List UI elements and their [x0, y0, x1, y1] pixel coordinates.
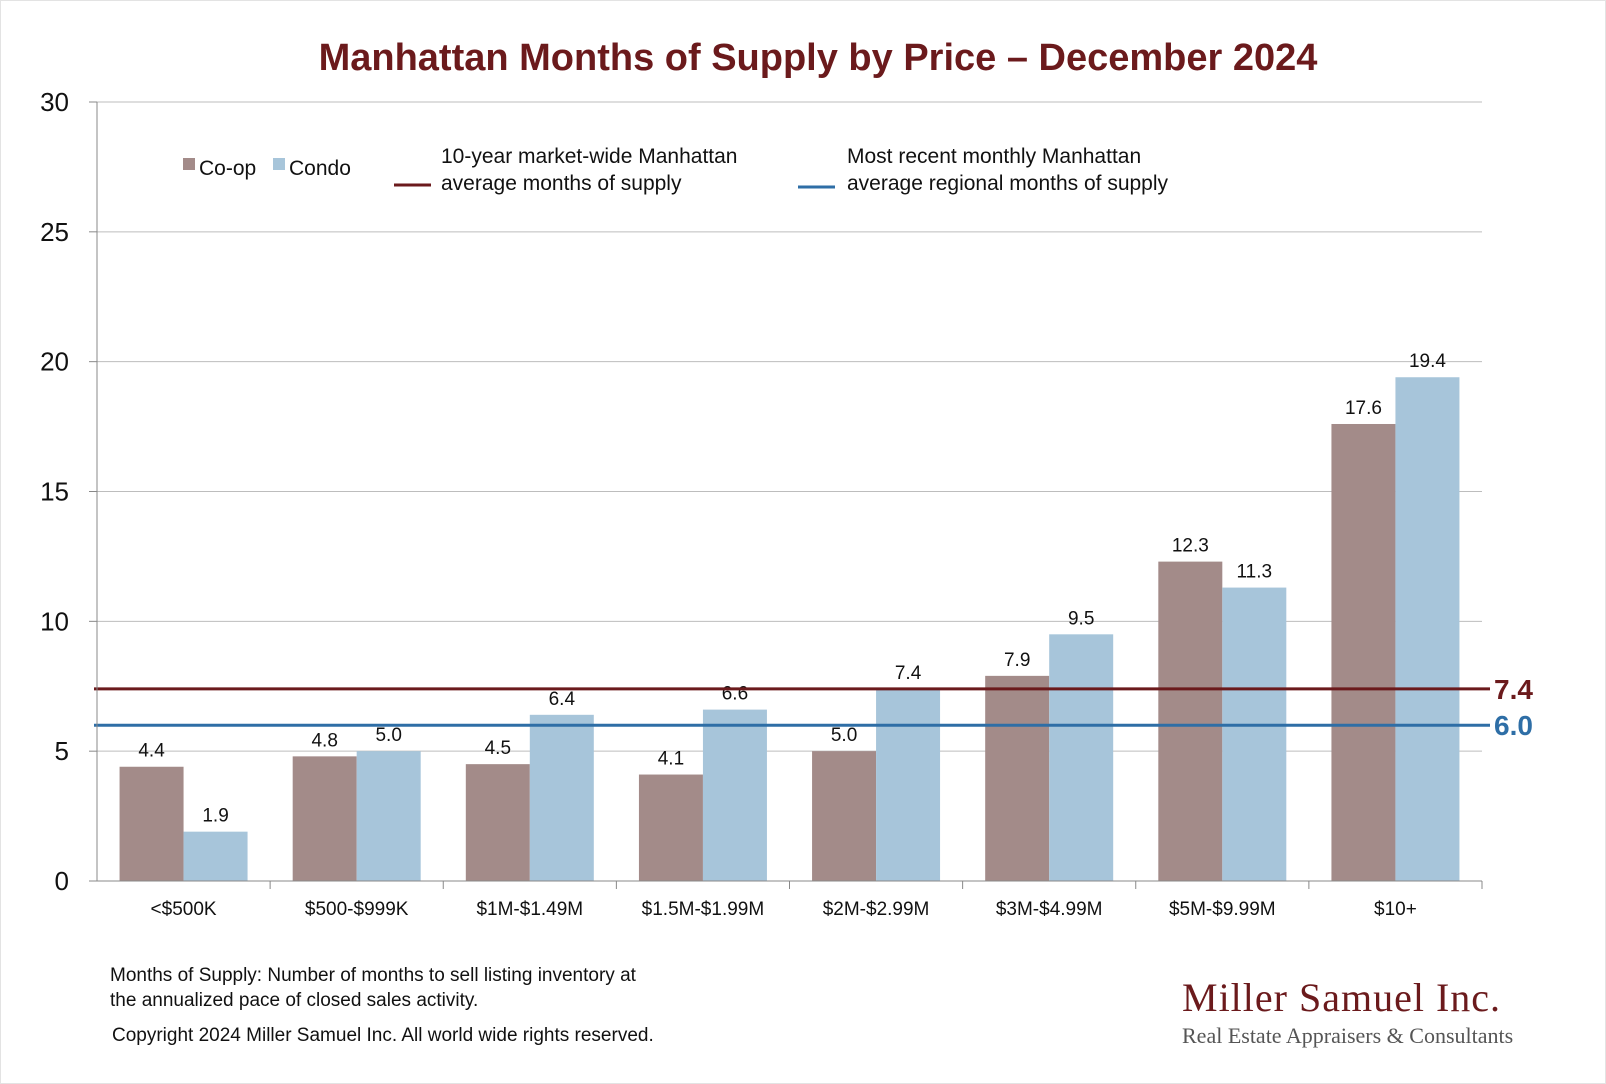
- brand-name: Miller Samuel Inc.: [1182, 975, 1501, 1020]
- legend-recent-monthly-line1: Most recent monthly Manhattan: [847, 145, 1141, 168]
- axes: [96, 102, 1483, 889]
- legend-coop-swatch: [183, 158, 195, 170]
- y-tick-label: 5: [55, 736, 69, 766]
- y-tick-label: 25: [40, 217, 69, 247]
- category-label: $10+: [1374, 899, 1417, 920]
- bar-condo: [529, 714, 594, 881]
- y-axis-ticks: 0 5 10 15 20 25 30: [40, 87, 97, 896]
- bar-coop: [985, 675, 1050, 881]
- brand-tagline: Real Estate Appraisers & Consultants: [1182, 1023, 1513, 1048]
- bar-coop: [812, 751, 877, 881]
- bars: 4.4 1.9 4.8 5.0 4.5 6.4 4.1 6.6 5.0 7.4 7.9 9.5 12.3…: [119, 351, 1460, 881]
- reference-lines: 7.46.0: [94, 674, 1533, 741]
- data-label: 6.6: [722, 684, 748, 705]
- footnote-line1: Months of Supply: Number of months to se…: [110, 965, 637, 986]
- legend-condo-label: Condo: [289, 157, 351, 180]
- bar-condo: [1222, 587, 1287, 881]
- y-tick-label: 15: [40, 477, 69, 507]
- data-label: 4.5: [485, 738, 511, 759]
- copyright: Copyright 2024 Miller Samuel Inc. All wo…: [112, 1025, 654, 1046]
- bar-condo: [1395, 377, 1460, 881]
- bar-coop: [1331, 423, 1396, 881]
- footnote-line2: the annualized pace of closed sales acti…: [110, 990, 478, 1011]
- data-label: 5.0: [831, 725, 857, 746]
- data-label: 4.8: [311, 730, 337, 751]
- x-axis-categories: <$500K $500-$999K $1M-$1.49M $1.5M-$1.99M $2…: [151, 899, 1417, 920]
- legend: Co-op Condo 10-year market-wide Manhatta…: [183, 145, 1169, 195]
- legend-condo-swatch: [273, 158, 285, 170]
- data-label: 17.6: [1345, 398, 1382, 419]
- chart-title: Manhattan Months of Supply by Price – De…: [319, 37, 1318, 79]
- category-label: <$500K: [151, 899, 217, 920]
- y-tick-label: 30: [40, 87, 69, 117]
- bar-condo: [702, 709, 767, 881]
- data-label: 4.1: [658, 749, 684, 770]
- data-label: 7.4: [895, 663, 922, 684]
- legend-ten-year-line2: average months of supply: [441, 172, 682, 195]
- y-tick-label: 0: [55, 866, 69, 896]
- legend-recent-monthly-line2: average regional months of supply: [847, 172, 1169, 195]
- category-label: $1M-$1.49M: [476, 899, 583, 920]
- data-label: 11.3: [1237, 562, 1273, 583]
- category-label: $500-$999K: [305, 899, 409, 920]
- bar-coop: [292, 756, 357, 881]
- bar-coop: [465, 764, 530, 881]
- bar-coop: [119, 766, 184, 881]
- bar-coop: [1158, 561, 1223, 881]
- legend-ten-year-line1: 10-year market-wide Manhattan: [441, 145, 737, 168]
- category-label: $2M-$2.99M: [823, 899, 930, 920]
- bar-condo: [1049, 634, 1114, 881]
- ten-year-average-label: 7.4: [1494, 674, 1533, 705]
- data-label: 4.4: [138, 741, 165, 762]
- recent-monthly-average-label: 6.0: [1494, 710, 1533, 741]
- y-tick-label: 10: [40, 606, 69, 636]
- bar-coop: [638, 774, 703, 881]
- category-label: $3M-$4.99M: [996, 899, 1103, 920]
- legend-coop-label: Co-op: [199, 157, 256, 180]
- y-tick-label: 20: [40, 347, 69, 377]
- bar-condo: [183, 831, 248, 881]
- bar-condo: [876, 688, 941, 881]
- data-label: 9.5: [1068, 608, 1094, 629]
- data-label: 5.0: [375, 725, 401, 746]
- data-label: 1.9: [202, 806, 228, 827]
- data-label: 19.4: [1409, 351, 1446, 372]
- data-label: 12.3: [1172, 536, 1209, 557]
- category-label: $5M-$9.99M: [1169, 899, 1276, 920]
- category-label: $1.5M-$1.99M: [642, 899, 765, 920]
- bar-condo: [356, 751, 421, 881]
- data-label: 6.4: [549, 689, 576, 710]
- data-label: 7.9: [1004, 650, 1030, 671]
